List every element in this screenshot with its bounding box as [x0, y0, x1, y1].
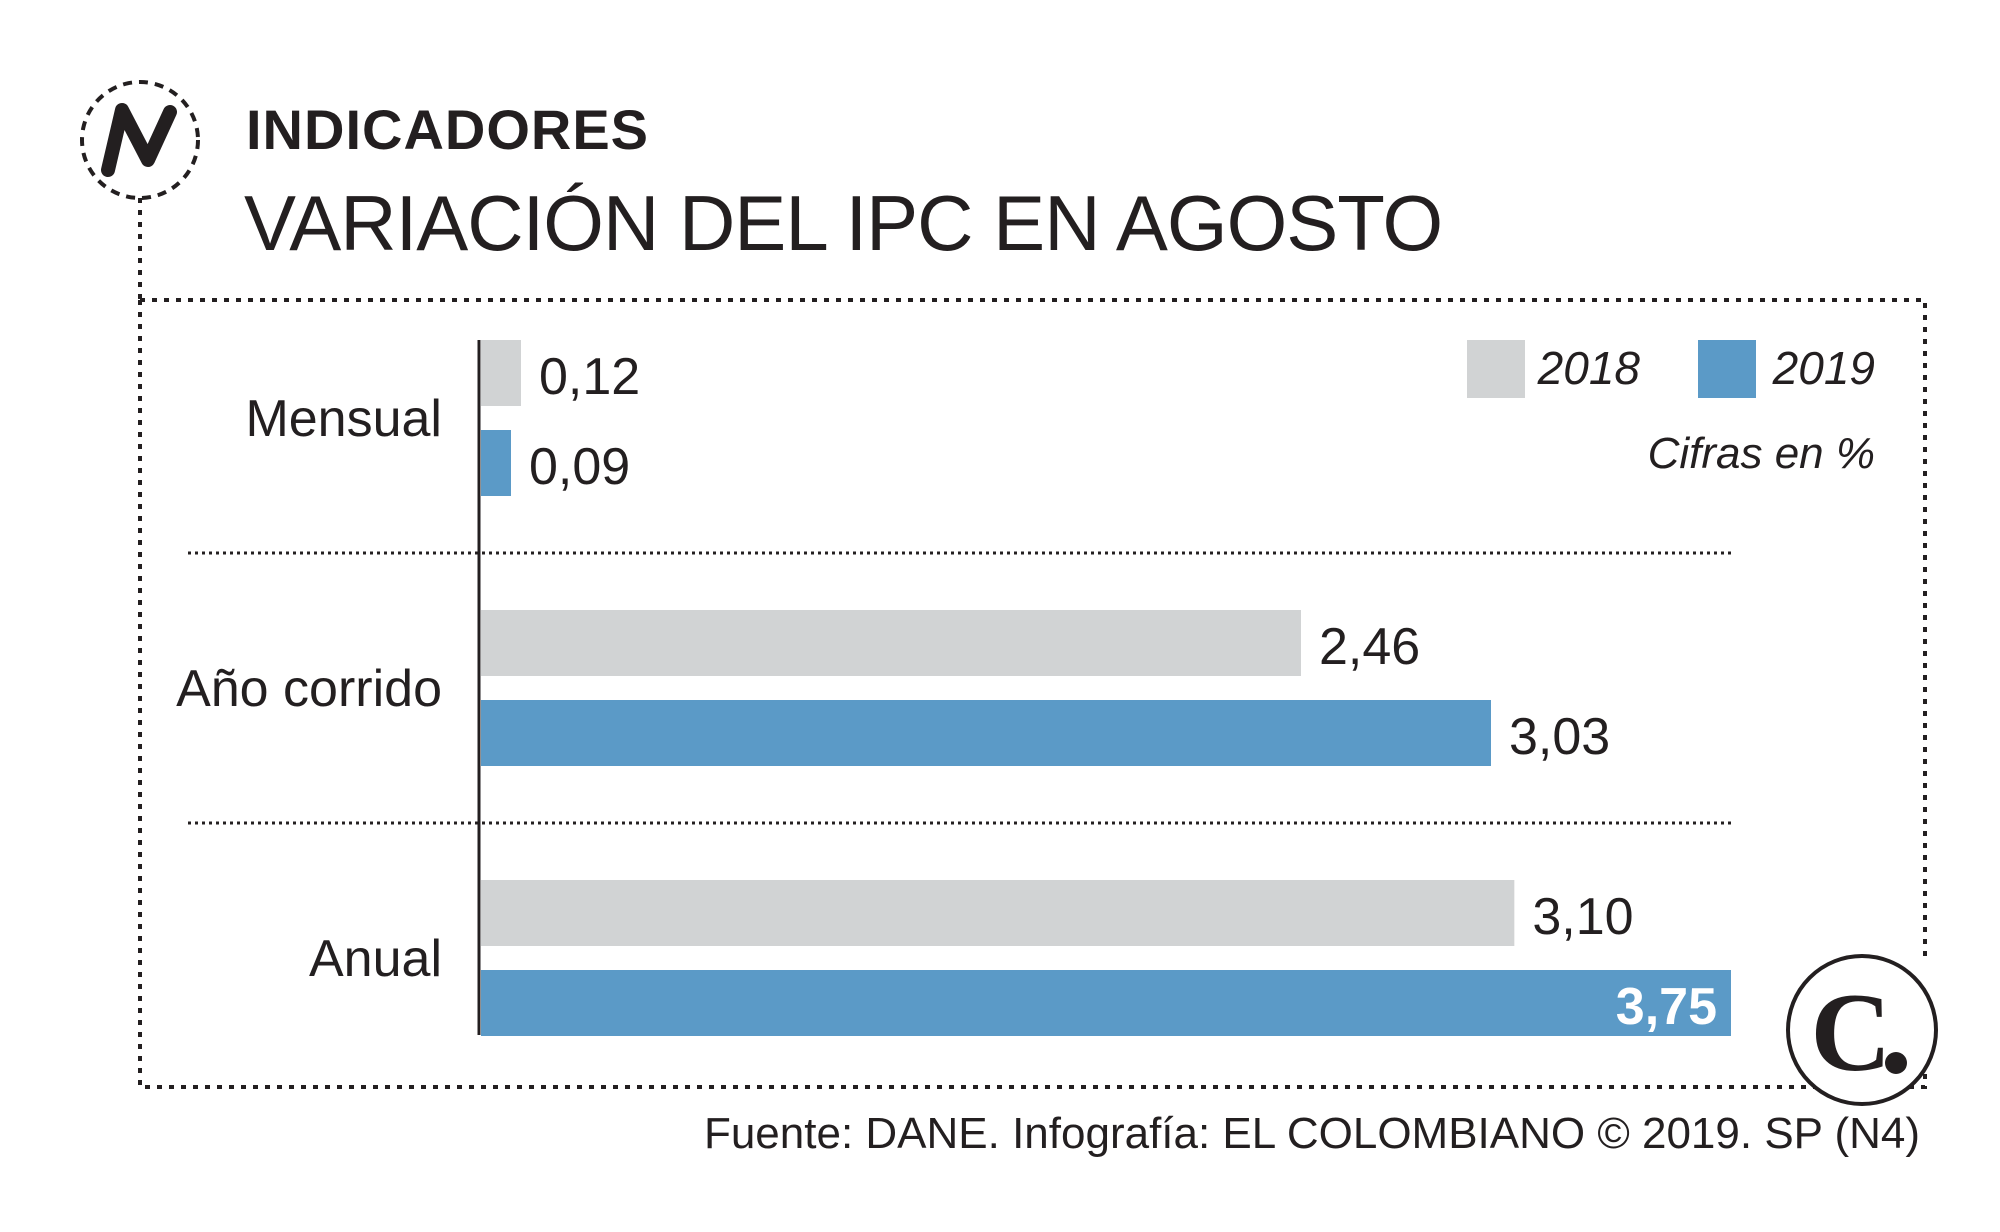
category-label: Mensual — [245, 390, 442, 448]
n-indicator-icon — [80, 80, 200, 300]
bar-value-label: 0,09 — [529, 438, 630, 496]
category-label: Año corrido — [176, 660, 442, 718]
legend-swatch-2018 — [1467, 340, 1525, 398]
bar-value-label: 3,10 — [1532, 888, 1633, 946]
bar-2019 — [481, 700, 1491, 766]
bar-2019 — [481, 970, 1731, 1036]
legend-swatch-2019 — [1698, 340, 1756, 398]
el-colombiano-logo-icon: C — [1786, 954, 1938, 1106]
kicker: INDICADORES — [246, 98, 650, 161]
units-note: Cifras en % — [1648, 429, 1875, 478]
category-label: Anual — [309, 930, 442, 988]
legend-label-2018: 2018 — [1537, 342, 1641, 394]
legend: 2018 2019 Cifras en % — [1467, 340, 1875, 478]
bar-2018 — [481, 880, 1515, 946]
bar-2018 — [481, 340, 521, 406]
legend-label-2019: 2019 — [1772, 342, 1875, 394]
logo-letter: C — [1811, 971, 1892, 1095]
bar-2019 — [481, 430, 511, 496]
bar-value-label: 3,75 — [1616, 978, 1717, 1036]
page-title: VARIACIÓN DEL IPC EN AGOSTO — [244, 179, 1443, 267]
bar-2018 — [481, 610, 1301, 676]
bar-value-label: 0,12 — [539, 348, 640, 406]
source-credit: Fuente: DANE. Infografía: EL COLOMBIANO … — [703, 1109, 1920, 1158]
chart-frame — [138, 298, 1927, 1089]
bar-value-label: 2,46 — [1319, 618, 1420, 676]
bar-value-label: 3,03 — [1509, 708, 1610, 766]
